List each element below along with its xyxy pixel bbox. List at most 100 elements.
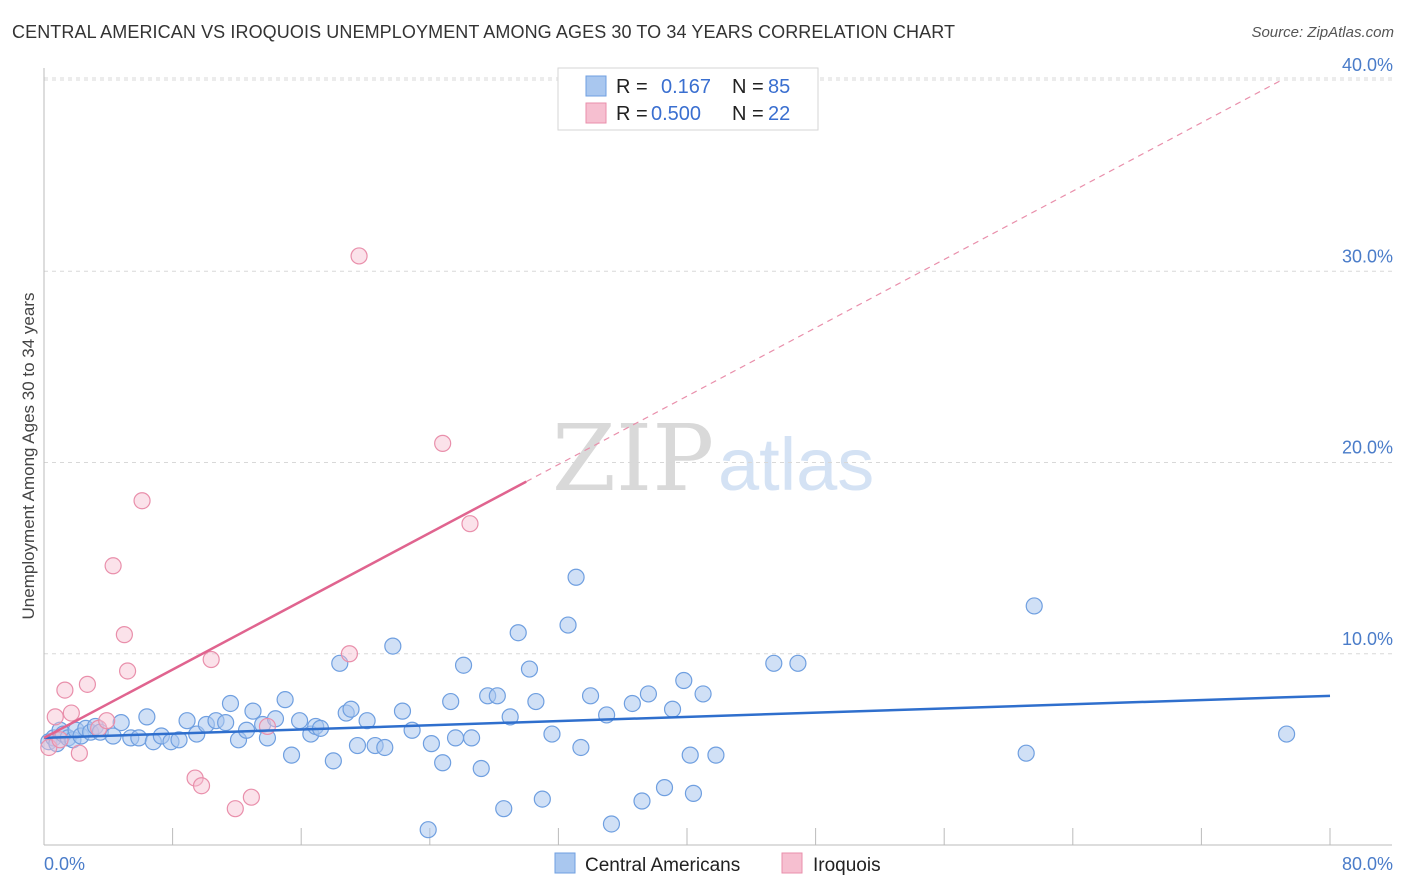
legend-r-value-1: 0.167 xyxy=(661,76,711,98)
legend-r-label-2: R = xyxy=(616,103,648,125)
iroquois-point xyxy=(115,626,133,644)
trend-lines xyxy=(43,79,1331,740)
legend-n-value-2: 22 xyxy=(768,103,790,125)
central-americans-point xyxy=(684,784,703,802)
central-americans-point xyxy=(393,702,412,720)
central-americans-point xyxy=(1025,597,1043,615)
central-americans-point xyxy=(495,800,513,818)
central-americans-point xyxy=(170,731,188,749)
iroquois-points xyxy=(40,247,479,818)
legend-n-label-2: N = xyxy=(732,103,764,125)
central-americans-point xyxy=(633,792,651,810)
central-americans-point xyxy=(559,616,577,634)
central-americans-point xyxy=(462,729,481,747)
tick-labels: 10.0% 20.0% 30.0% 40.0% 0.0% 80.0% xyxy=(44,55,1393,874)
iroquois-point xyxy=(98,712,116,730)
iroquois-point xyxy=(202,650,220,669)
legend-swatch-pink xyxy=(585,102,607,124)
iroquois-point xyxy=(434,434,452,452)
stats-legend: R = 0.167 N = 85 R = 0.500 N = 22 xyxy=(557,67,819,131)
central-americans-point xyxy=(276,691,294,709)
watermark-zip: ZIP xyxy=(552,405,714,512)
central-americans-point xyxy=(572,738,590,757)
central-americans-point xyxy=(422,735,441,753)
x-tick-label: 80.0% xyxy=(1342,854,1393,874)
series-legend: Central Americans Iroquois xyxy=(554,852,881,876)
central-americans-point xyxy=(765,654,783,672)
iroquois-trend-extension xyxy=(525,79,1283,483)
iroquois-trend-line xyxy=(43,480,527,740)
central-americans-point xyxy=(1277,725,1296,743)
central-americans-point xyxy=(789,654,807,672)
iroquois-point xyxy=(350,247,368,265)
series-swatch-central-americans xyxy=(554,852,576,874)
central-americans-point xyxy=(543,725,561,743)
central-americans-point xyxy=(384,637,402,655)
iroquois-point xyxy=(70,744,88,762)
iroquois-point xyxy=(226,800,244,818)
central-americans-point xyxy=(342,700,360,718)
central-americans-point xyxy=(488,687,506,705)
iroquois-point xyxy=(118,662,137,680)
legend-n-value-1: 85 xyxy=(768,76,790,98)
central-americans-trend-line xyxy=(43,694,1331,740)
iroquois-point xyxy=(461,515,479,533)
central-americans-point xyxy=(446,729,465,747)
central-americans-point xyxy=(681,746,699,764)
gridlines xyxy=(44,77,1392,655)
iroquois-point xyxy=(258,717,277,736)
central-americans-point xyxy=(358,712,376,730)
iroquois-point xyxy=(242,788,260,806)
iroquois-point xyxy=(192,777,211,795)
central-americans-point xyxy=(520,660,539,678)
y-tick-label: 30.0% xyxy=(1342,246,1393,266)
series-swatch-iroquois xyxy=(781,852,803,874)
central-americans-point xyxy=(454,656,473,674)
chart-title: CENTRAL AMERICAN VS IROQUOIS UNEMPLOYMEN… xyxy=(12,22,956,42)
legend-n-label-1: N = xyxy=(732,76,764,98)
central-americans-point xyxy=(623,694,641,713)
central-americans-point xyxy=(419,821,437,839)
central-americans-point xyxy=(221,694,240,713)
central-americans-point xyxy=(1017,744,1035,762)
central-americans-point xyxy=(472,759,490,778)
iroquois-point xyxy=(46,708,64,726)
central-americans-point xyxy=(639,685,658,703)
iroquois-point xyxy=(56,681,74,699)
y-tick-label: 20.0% xyxy=(1342,438,1393,458)
x-tick-label: 0.0% xyxy=(44,854,85,874)
iroquois-point xyxy=(104,557,122,575)
source-label: Source: ZipAtlas.com xyxy=(1251,24,1394,41)
central-americans-point xyxy=(376,738,394,757)
central-americans-point xyxy=(663,700,682,718)
legend-r-label-1: R = xyxy=(616,76,648,98)
y-tick-label: 10.0% xyxy=(1342,629,1393,649)
iroquois-point xyxy=(51,731,69,749)
central-americans-point xyxy=(282,746,301,764)
central-americans-point xyxy=(567,568,585,586)
central-americans-point xyxy=(348,736,367,755)
central-americans-point xyxy=(138,708,156,726)
central-americans-point xyxy=(675,671,693,690)
central-americans-point xyxy=(217,713,235,732)
legend-swatch-blue xyxy=(585,75,607,97)
iroquois-point xyxy=(340,645,359,663)
central-americans-point xyxy=(655,779,674,797)
iroquois-point xyxy=(62,704,80,722)
iroquois-point xyxy=(78,675,97,693)
series-label-iroquois: Iroquois xyxy=(813,855,881,876)
central-americans-point xyxy=(602,815,621,833)
central-americans-point xyxy=(324,752,342,770)
central-americans-point xyxy=(694,685,712,703)
central-americans-point xyxy=(130,729,148,747)
central-americans-point xyxy=(707,746,725,764)
legend-r-value-2: 0.500 xyxy=(651,103,701,125)
watermark-atlas: atlas xyxy=(718,423,874,506)
central-americans-point xyxy=(112,713,130,732)
central-americans-point xyxy=(178,712,196,730)
y-tick-label: 40.0% xyxy=(1342,55,1393,75)
central-americans-point xyxy=(244,702,262,720)
central-americans-point xyxy=(442,692,460,711)
central-americans-point xyxy=(509,624,527,642)
